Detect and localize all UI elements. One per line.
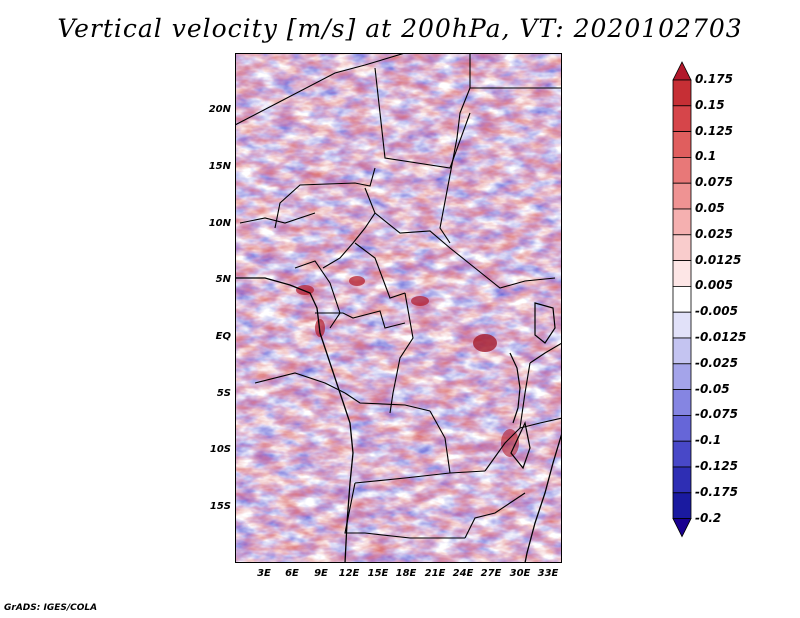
colorbar-bin — [672, 182, 692, 210]
colorbar-bin — [672, 389, 692, 416]
colorbar-tick-label: -0.0125 — [695, 330, 747, 344]
lat-tick-15s: 15S — [209, 501, 231, 512]
colorbar-tick-label: 0.05 — [695, 201, 725, 215]
convective-cell — [349, 276, 365, 286]
colorbar-bin — [672, 466, 692, 494]
colorbar-bin — [672, 105, 692, 132]
lon-tick-24e: 24E — [452, 568, 474, 579]
colorbar-tick-label: 0.075 — [695, 175, 733, 190]
colorbar-tick-label: 0.025 — [695, 226, 733, 241]
colorbar-bin — [672, 157, 692, 184]
lon-tick-9e: 9E — [314, 568, 328, 579]
colorbar-bin — [672, 208, 692, 236]
coastline — [235, 277, 562, 563]
colorbar-tick-label: 0.005 — [695, 278, 733, 293]
lat-tick-eq: EQ — [215, 331, 231, 342]
lon-tick-3e: 3E — [257, 568, 271, 579]
convective-cell — [296, 285, 314, 295]
lat-tick-5n: 5N — [215, 274, 231, 285]
colorbar-bottom-arrow — [672, 518, 692, 538]
colorbar-tick-label: -0.005 — [695, 304, 738, 319]
colorbar-tick-label: 0.175 — [695, 72, 733, 86]
convective-cell — [473, 334, 497, 352]
colorbar-bin — [672, 414, 692, 442]
lon-tick-27e: 27E — [480, 568, 502, 579]
colorbar-bin — [672, 260, 692, 287]
colorbar — [672, 61, 692, 538]
lat-tick-15n: 15N — [208, 161, 231, 172]
colorbar-tick-label: 0.15 — [695, 97, 725, 112]
lon-tick-33e: 33E — [537, 568, 559, 579]
map-frame — [235, 53, 562, 563]
lon-tick-15e: 15E — [367, 568, 389, 579]
plot-title: Vertical velocity [m/s] at 200hPa, VT: 2… — [57, 14, 743, 43]
lat-tick-10s: 10S — [209, 444, 231, 455]
convective-cell — [501, 429, 519, 457]
convective-cell — [411, 296, 429, 306]
colorbar-bin — [672, 79, 692, 107]
colorbar-tick-label: -0.2 — [695, 510, 722, 525]
colorbar-bin — [672, 337, 692, 365]
lat-tick-10n: 10N — [208, 218, 231, 229]
colorbar-bin — [672, 311, 692, 339]
colorbar-bin — [672, 131, 692, 158]
lon-tick-30e: 30E — [509, 568, 531, 579]
colorbar-bin — [672, 285, 692, 313]
lon-tick-21e: 21E — [424, 568, 446, 579]
grads-credit: GrADS: IGES/COLA — [4, 603, 98, 613]
colorbar-tick-label: 0.1 — [695, 149, 717, 164]
lat-tick-5s: 5S — [216, 388, 231, 399]
colorbar-bin — [672, 363, 692, 390]
colorbar-tick-label: -0.175 — [695, 484, 738, 499]
lon-tick-12e: 12E — [338, 568, 360, 579]
lakes — [509, 302, 556, 470]
colorbar-bin — [672, 440, 692, 468]
colorbar-bin — [672, 492, 692, 519]
lon-tick-6e: 6E — [285, 568, 299, 579]
colorbar-top-arrow — [672, 61, 692, 81]
colorbar-tick-label: -0.1 — [695, 433, 722, 448]
colorbar-bin — [672, 234, 692, 262]
colorbar-tick-label: 0.125 — [695, 123, 733, 138]
colorbar-tick-label: -0.075 — [695, 407, 738, 422]
country-borders — [235, 53, 562, 539]
lat-tick-20n: 20N — [208, 104, 231, 115]
lon-tick-18e: 18E — [395, 568, 417, 579]
vertical-velocity-field — [235, 53, 562, 563]
colorbar-tick-label: 0.0125 — [695, 252, 742, 267]
colorbar-tick-label: -0.05 — [695, 381, 730, 396]
colorbar-tick-label: -0.025 — [695, 355, 738, 370]
colorbar-tick-label: -0.125 — [695, 459, 738, 473]
map-panel — [235, 53, 562, 563]
